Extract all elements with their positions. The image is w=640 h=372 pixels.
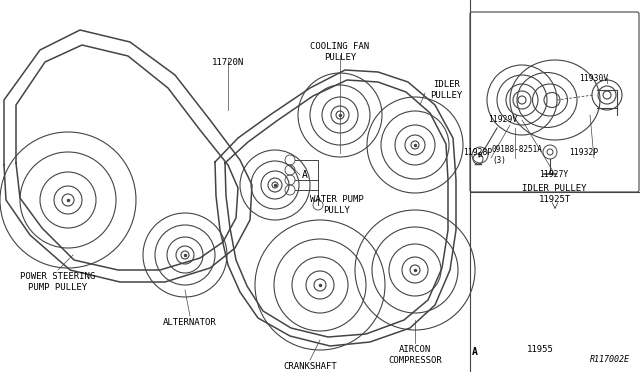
Text: 11932P: 11932P [570,148,598,157]
Text: WATER PUMP
PULLY: WATER PUMP PULLY [310,195,364,215]
Text: 11720N: 11720N [212,58,244,67]
Text: POWER STEERING
PUMP PULLEY: POWER STEERING PUMP PULLEY [20,272,95,292]
Text: ALTERNATOR: ALTERNATOR [163,318,217,327]
Text: IDLER PULLEY: IDLER PULLEY [522,184,586,193]
Text: A: A [472,347,478,357]
Text: R117002E: R117002E [590,355,630,364]
Text: A: A [302,170,308,180]
Text: AIRCON
COMPRESSOR: AIRCON COMPRESSOR [388,345,442,365]
Text: 11928P: 11928P [463,148,493,157]
Text: COOLING FAN
PULLEY: COOLING FAN PULLEY [310,42,369,62]
Text: CRANKSHAFT
PULLEY: CRANKSHAFT PULLEY [283,362,337,372]
Text: 11925T: 11925T [539,196,571,205]
Text: 11927Y: 11927Y [540,170,568,179]
Text: 11930V: 11930V [579,74,609,83]
Text: 11929V: 11929V [488,115,518,124]
Text: B: B [478,152,482,158]
Text: 11955: 11955 [527,345,554,354]
Text: IDLER
PULLEY: IDLER PULLEY [430,80,462,100]
Text: 091B8-8251A
(3): 091B8-8251A (3) [492,145,543,165]
